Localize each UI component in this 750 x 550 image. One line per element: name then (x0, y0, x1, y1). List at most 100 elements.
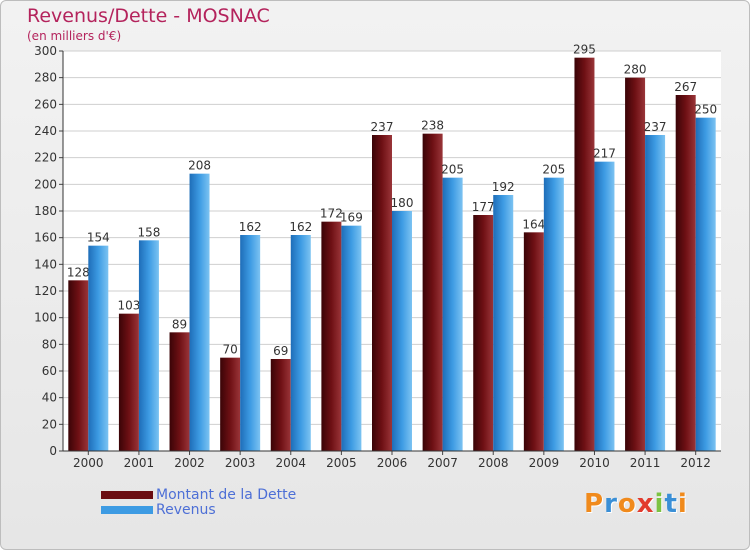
data-label-revenus: 237 (644, 120, 667, 134)
bar-revenus (695, 117, 716, 452)
logo-letter: x (636, 489, 655, 519)
x-tick-label: 2009 (529, 456, 560, 470)
legend-label-revenus: Revenus (156, 501, 216, 518)
bar-revenus (88, 245, 109, 451)
logo-letter: t (664, 489, 678, 519)
x-tick-label: 2006 (377, 456, 408, 470)
bar-revenus (493, 195, 514, 451)
data-label-dette: 164 (522, 217, 545, 231)
chart-subtitle: (en milliers d'€) (27, 29, 122, 43)
bar-dette (523, 232, 544, 451)
data-label-dette: 177 (472, 200, 495, 214)
data-label-revenus: 250 (694, 103, 717, 117)
bar-dette (169, 332, 190, 451)
bar-dette (574, 57, 595, 452)
bar-revenus (189, 173, 210, 451)
legend: Montant de la Dette Revenus (101, 486, 297, 518)
bar-revenus (645, 135, 666, 451)
x-tick-label: 2002 (174, 456, 205, 470)
x-tick-label: 2000 (73, 456, 104, 470)
bar-dette (625, 77, 646, 452)
data-label-dette: 70 (223, 343, 238, 357)
bar-revenus (290, 235, 311, 451)
data-label-revenus: 208 (188, 159, 211, 173)
bar-dette (675, 95, 696, 451)
data-label-revenus: 217 (593, 147, 616, 161)
y-tick-label: 180 (34, 204, 57, 218)
x-tick-label: 2011 (630, 456, 661, 470)
y-tick-label: 260 (34, 97, 57, 111)
x-tick-label: 2003 (225, 456, 256, 470)
x-tick-label: 2010 (579, 456, 610, 470)
data-label-revenus: 169 (340, 211, 363, 225)
data-label-dette: 237 (371, 120, 394, 134)
legend-swatch-revenus (101, 505, 153, 514)
data-label-dette: 128 (67, 265, 90, 279)
y-tick-label: 20 (42, 417, 57, 431)
y-tick-label: 300 (34, 44, 57, 58)
data-label-dette: 280 (624, 63, 647, 77)
data-label-revenus: 162 (289, 220, 312, 234)
x-tick-label: 2012 (680, 456, 711, 470)
bar-dette (220, 357, 241, 451)
bar-revenus (594, 161, 615, 451)
data-label-revenus: 154 (87, 231, 110, 245)
y-tick-label: 240 (34, 124, 57, 138)
data-label-dette: 267 (674, 80, 697, 94)
bar-dette (372, 135, 392, 451)
data-label-dette: 103 (117, 299, 140, 313)
bar-revenus (240, 235, 261, 451)
y-tick-label: 200 (34, 177, 57, 191)
y-tick-label: 0 (49, 444, 57, 458)
logo-letter: i (654, 489, 665, 519)
y-tick-label: 120 (34, 284, 57, 298)
bar-revenus (543, 177, 564, 451)
x-tick-label: 2007 (427, 456, 458, 470)
legend-swatch-dette (101, 490, 153, 499)
x-tick-label: 2004 (275, 456, 306, 470)
logo-letter: i (677, 489, 688, 519)
y-tick-label: 280 (34, 71, 57, 85)
data-label-revenus: 205 (542, 163, 565, 177)
bar-dette (422, 133, 443, 451)
legend-item-dette: Montant de la Dette (101, 486, 297, 503)
y-tick-label: 80 (42, 337, 57, 351)
brand-logo: Proxiti (584, 489, 688, 519)
data-label-dette: 238 (421, 119, 444, 133)
x-tick-label: 2008 (478, 456, 509, 470)
data-label-revenus: 158 (137, 225, 160, 239)
chart-title: Revenus/Dette - MOSNAC (27, 5, 270, 27)
bar-revenus (138, 240, 159, 451)
bar-dette (68, 280, 89, 451)
bar-dette (473, 215, 494, 451)
legend-item-revenus: Revenus (101, 501, 296, 518)
data-label-revenus: 162 (239, 220, 262, 234)
data-label-dette: 172 (320, 207, 343, 221)
y-tick-label: 160 (34, 231, 57, 245)
data-label-revenus: 180 (391, 196, 414, 210)
y-tick-label: 140 (34, 257, 57, 271)
logo-letter: o (617, 489, 637, 519)
y-tick-label: 220 (34, 151, 57, 165)
data-label-revenus: 192 (492, 180, 515, 194)
y-tick-label: 40 (42, 391, 57, 405)
data-label-revenus: 205 (441, 163, 464, 177)
bar-revenus (442, 177, 463, 451)
bar-revenus (392, 211, 412, 451)
y-tick-label: 100 (34, 311, 57, 325)
bar-dette (118, 313, 139, 451)
legend-label-dette: Montant de la Dette (156, 486, 297, 503)
logo-letter: P (584, 489, 605, 519)
data-label-dette: 69 (273, 344, 288, 358)
bar-dette (321, 221, 342, 451)
data-label-dette: 295 (573, 43, 596, 57)
bar-revenus (341, 225, 362, 451)
x-tick-label: 2005 (326, 456, 357, 470)
data-label-dette: 89 (172, 317, 187, 331)
logo-letter: r (604, 489, 618, 519)
y-tick-label: 60 (42, 364, 57, 378)
bar-dette (270, 359, 291, 451)
x-tick-label: 2001 (124, 456, 155, 470)
